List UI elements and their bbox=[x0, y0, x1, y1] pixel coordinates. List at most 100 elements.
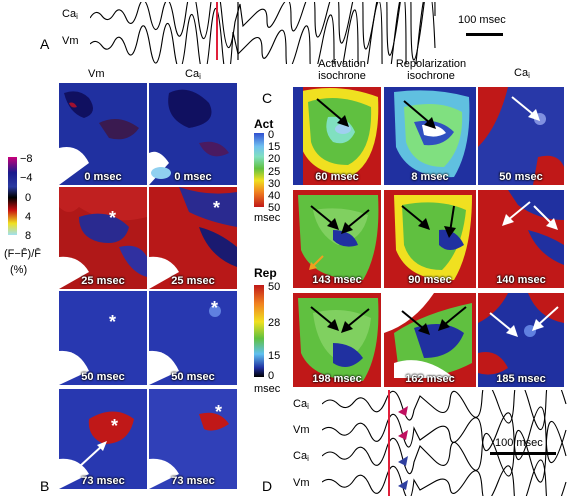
arrow-white bbox=[502, 201, 531, 226]
time-label: 143 msec bbox=[312, 274, 362, 286]
col-header-ca: Cai bbox=[514, 67, 530, 80]
arrow-black bbox=[341, 308, 370, 333]
time-label: 25 msec bbox=[81, 275, 125, 287]
panel-c-ca-2: 185 msec bbox=[478, 293, 564, 387]
act-tick: 20 bbox=[268, 153, 281, 165]
trace-label-ca-d2: Cai bbox=[293, 450, 309, 463]
ca-trace-d1 bbox=[322, 390, 567, 431]
time-label: 60 msec bbox=[315, 171, 359, 183]
colorbar-tick: −8 bbox=[20, 153, 33, 165]
time-label: 8 msec bbox=[411, 171, 449, 183]
arrow-white bbox=[533, 205, 558, 230]
asterisk-marker: * bbox=[213, 198, 221, 218]
ca-trace-top bbox=[90, 2, 436, 61]
ca-trace-d2 bbox=[322, 420, 567, 483]
asterisk-marker: * bbox=[111, 416, 119, 436]
rep-unit: msec bbox=[254, 383, 281, 395]
panel-b-vm-3: * 73 msec bbox=[59, 389, 147, 489]
panel-b-ca-1: * 25 msec bbox=[149, 187, 237, 289]
time-label: 162 msec bbox=[405, 373, 455, 385]
panel-a-letter: A bbox=[40, 36, 50, 52]
panel-c-ca-1: 140 msec bbox=[478, 190, 564, 288]
trace-label-vm-d2: Vm bbox=[293, 477, 310, 489]
colorbar-label: (F−F̄)/F̄ bbox=[4, 248, 41, 260]
col-header-repolarization: Repolarization isochrone bbox=[395, 58, 467, 82]
arrow-black bbox=[316, 98, 349, 127]
time-label: 0 msec bbox=[84, 171, 122, 183]
arrow-black bbox=[444, 205, 456, 238]
arrow-white bbox=[489, 312, 518, 337]
panel-c-act-1: 143 msec bbox=[293, 190, 381, 288]
arrow-blue-1 bbox=[398, 456, 408, 466]
arrow-black bbox=[310, 205, 339, 230]
panel-b-colorbar bbox=[8, 157, 17, 235]
arrow-white bbox=[78, 441, 107, 468]
act-tick: 15 bbox=[268, 141, 281, 153]
time-label: 73 msec bbox=[171, 475, 215, 487]
panel-c-act-0: 60 msec bbox=[293, 87, 381, 185]
panel-c-rep-2: 162 msec bbox=[384, 293, 476, 387]
time-label: 140 msec bbox=[496, 274, 546, 286]
vm-trace-top bbox=[90, 2, 436, 64]
time-label: 73 msec bbox=[81, 475, 125, 487]
panel-b-ca-3: * 73 msec bbox=[149, 389, 237, 489]
panel-b-vm-0: 0 msec bbox=[59, 83, 147, 185]
asterisk-marker: * bbox=[211, 298, 219, 318]
col-header-activation: Activation isochrone bbox=[318, 58, 366, 82]
time-label: 50 msec bbox=[171, 371, 215, 383]
arrow-purple-2 bbox=[398, 430, 408, 440]
panel-b-col-vm: Vm bbox=[88, 68, 105, 80]
rep-tick: 15 bbox=[268, 350, 281, 362]
rep-colorbar bbox=[254, 285, 264, 377]
trace-label-ca-top: Cai bbox=[62, 8, 78, 21]
colorbar-tick: 8 bbox=[25, 230, 32, 242]
rep-tick: 28 bbox=[268, 317, 281, 329]
panel-c-rep-0: 8 msec bbox=[384, 87, 476, 185]
scale-label-top: 100 msec bbox=[458, 14, 506, 26]
trace-label-vm-d1: Vm bbox=[293, 424, 310, 436]
rep-scale-title: Rep bbox=[254, 266, 277, 280]
panel-c-rep-1: 90 msec bbox=[384, 190, 476, 288]
act-tick: 40 bbox=[268, 190, 281, 202]
panel-b-col-ca: Cai bbox=[185, 68, 201, 81]
scale-bar-bottom bbox=[490, 452, 556, 455]
asterisk-marker: * bbox=[215, 402, 223, 422]
arrow-black bbox=[401, 205, 430, 230]
rep-tick: 50 bbox=[268, 281, 281, 293]
panel-b-vm-2: * 50 msec bbox=[59, 291, 147, 385]
act-tick: 50 bbox=[268, 202, 281, 214]
vm-trace-d1 bbox=[322, 406, 567, 464]
scale-bar-top bbox=[466, 33, 503, 36]
time-label: 25 msec bbox=[171, 275, 215, 287]
arrow-white bbox=[532, 306, 559, 331]
time-label: 50 msec bbox=[81, 371, 125, 383]
arrow-orange bbox=[309, 255, 324, 270]
panel-d-traces bbox=[322, 390, 567, 496]
arrow-purple-1 bbox=[398, 406, 408, 416]
arrow-blue-2 bbox=[398, 480, 408, 490]
panel-d-letter: D bbox=[262, 478, 273, 494]
asterisk-marker: * bbox=[109, 208, 117, 228]
time-label: 50 msec bbox=[499, 171, 543, 183]
arrow-black bbox=[438, 306, 467, 331]
asterisk-marker: * bbox=[109, 312, 117, 332]
act-unit: msec bbox=[254, 212, 281, 224]
act-tick: 0 bbox=[268, 129, 275, 141]
time-label: 198 msec bbox=[312, 373, 362, 385]
colorbar-tick: −4 bbox=[20, 172, 33, 184]
colorbar-tick: 4 bbox=[25, 211, 32, 223]
arrow-white bbox=[511, 96, 540, 121]
time-label: 0 msec bbox=[174, 171, 212, 183]
time-label: 90 msec bbox=[408, 274, 452, 286]
colorbar-unit: (%) bbox=[10, 264, 28, 276]
act-tick: 30 bbox=[268, 178, 281, 190]
panel-c-letter: C bbox=[262, 90, 273, 106]
panel-b-ca-0: 0 msec bbox=[149, 83, 237, 185]
panel-b-letter: B bbox=[40, 478, 50, 494]
panel-c-act-2: 198 msec bbox=[293, 293, 381, 387]
act-scale-title: Act bbox=[254, 117, 274, 131]
arrow-black bbox=[310, 306, 339, 331]
act-tick: 25 bbox=[268, 166, 281, 178]
vm-trace-d2 bbox=[322, 459, 567, 496]
panel-a-traces bbox=[90, 2, 436, 64]
